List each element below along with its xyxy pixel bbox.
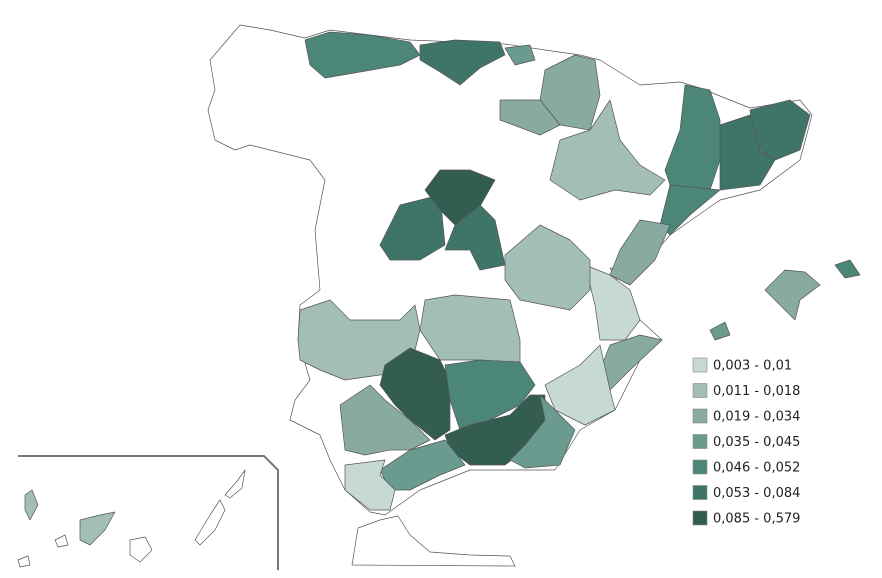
region: [509, 394, 576, 469]
region: [504, 44, 536, 66]
inset-frame: [18, 455, 279, 570]
africa-coast: [351, 515, 516, 567]
region: [344, 459, 396, 511]
legend-label: 0,035 - 0,045: [713, 435, 800, 450]
region: [304, 31, 421, 79]
regions: [24, 31, 861, 546]
legend: 0,003 - 0,01 0,011 - 0,018 0,019 - 0,034 0,…: [692, 357, 800, 527]
region: [764, 269, 821, 321]
region: [549, 99, 666, 201]
region: [79, 511, 116, 546]
island: [54, 534, 69, 548]
island: [194, 499, 226, 546]
legend-label: 0,011 - 0,018: [713, 384, 800, 399]
region: [424, 169, 496, 226]
region: [24, 489, 39, 521]
legend-label: 0,085 - 0,579: [713, 512, 800, 527]
region: [379, 439, 466, 491]
region: [419, 39, 506, 86]
legend-swatch: [692, 383, 708, 398]
region: [499, 99, 561, 136]
legend-swatch: [692, 459, 708, 475]
region: [544, 344, 616, 426]
region: [584, 264, 641, 341]
region: [444, 204, 506, 271]
region: [339, 384, 431, 456]
legend-swatch: [692, 485, 708, 500]
legend-label: 0,046 - 0,052: [713, 461, 800, 476]
region: [379, 194, 446, 261]
island: [129, 536, 153, 563]
island: [17, 555, 31, 568]
legend-label: 0,053 - 0,084: [713, 486, 800, 501]
region: [659, 184, 721, 236]
legend-swatch: [692, 434, 708, 449]
island: [224, 469, 246, 499]
legend-label: 0,019 - 0,034: [713, 410, 800, 425]
region: [609, 219, 671, 286]
region: [834, 259, 861, 279]
region: [504, 224, 591, 311]
legend-swatch: [692, 357, 708, 373]
region: [709, 321, 731, 341]
legend-swatch: [692, 510, 708, 526]
legend-swatch: [692, 408, 708, 424]
region: [379, 347, 451, 441]
legend-label: 0,003 - 0,01: [713, 359, 792, 374]
